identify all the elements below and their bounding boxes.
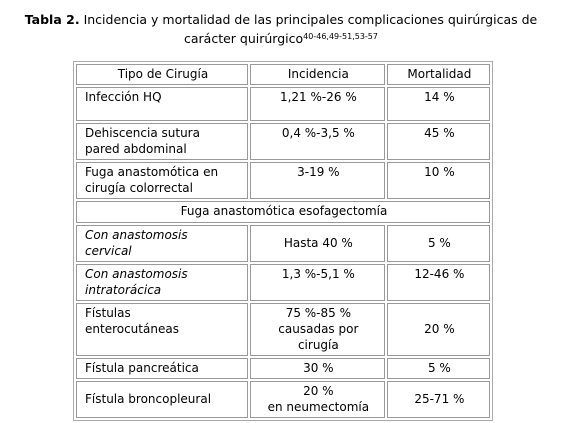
- cell: Con anastomosis intratorácica: [76, 264, 248, 301]
- table: Tipo de Cirugía Incidencia Mortalidad Infe…: [73, 61, 493, 421]
- cell: Fuga anastomótica en cirugía colorrectal: [76, 162, 248, 199]
- cell: 3-19 %: [249, 162, 385, 199]
- cell: 20 %: [386, 303, 490, 356]
- cell: 5 %: [386, 358, 490, 379]
- cell: Hasta 40 %: [249, 225, 385, 262]
- table-label: Tabla 2.: [24, 12, 80, 27]
- cell: Con anastomosis cervical: [76, 225, 248, 262]
- header-cell: Tipo de Cirugía: [76, 64, 248, 85]
- cell: 12-46 %: [386, 264, 490, 301]
- cell: 45 %: [386, 123, 490, 160]
- table-title: Tabla 2. Incidencia y mortalidad de las …: [0, 11, 562, 47]
- cell: 0,4 %-3,5 %: [249, 123, 385, 160]
- cell: 30 %: [249, 358, 385, 379]
- cell: 25-71 %: [386, 381, 490, 418]
- cell: Fístula broncopleural: [76, 381, 248, 418]
- cell: 20 % en neumectomía: [249, 381, 385, 418]
- cell: 75 %-85 % causadas por cirugía: [249, 303, 385, 356]
- cell: 1,3 %-5,1 %: [249, 264, 385, 301]
- cell: 5 %: [386, 225, 490, 262]
- header-cell: Mortalidad: [386, 64, 490, 85]
- cell: Dehiscencia sutura pared abdominal: [76, 123, 248, 160]
- title-text: Incidencia y mortalidad de las principal…: [83, 12, 538, 46]
- cell: 14 %: [386, 87, 490, 121]
- section-cell: Fuga anastomótica esofagectomía: [76, 201, 490, 223]
- header-cell: Incidencia: [249, 64, 385, 85]
- cell: 10 %: [386, 162, 490, 199]
- cell: Fístulas enterocutáneas: [76, 303, 248, 356]
- cell: Infección HQ: [76, 87, 248, 121]
- references: 40-46,49-51,53-57: [303, 32, 378, 41]
- cell: Fístula pancreática: [76, 358, 248, 379]
- cell: 1,21 %-26 %: [249, 87, 385, 121]
